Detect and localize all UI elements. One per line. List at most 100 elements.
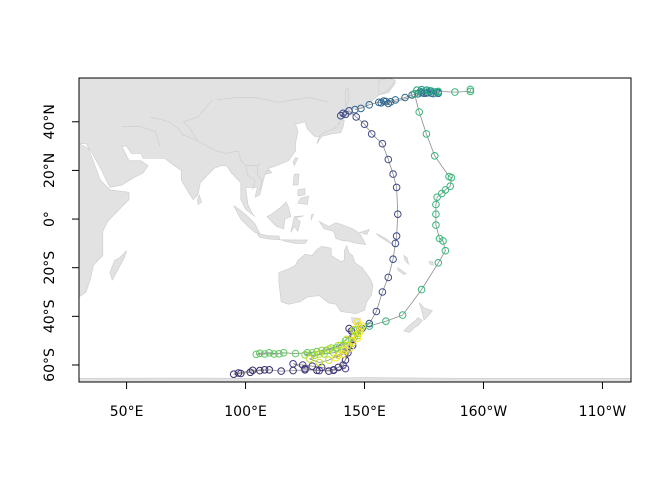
location-point xyxy=(378,139,387,148)
x-tick-label: 110°W xyxy=(579,404,627,420)
land-new-britain xyxy=(358,228,370,235)
location-point xyxy=(325,356,333,364)
location-point xyxy=(415,108,424,116)
land-madagascar xyxy=(109,250,127,281)
location-point xyxy=(260,366,269,374)
location-point xyxy=(275,350,283,358)
country-border xyxy=(183,99,213,142)
land-sakhalin xyxy=(345,86,350,108)
location-point xyxy=(417,285,426,294)
location-point xyxy=(378,288,387,296)
location-point xyxy=(391,96,400,104)
location-point xyxy=(340,346,349,355)
location-point xyxy=(265,366,274,374)
location-point xyxy=(357,104,365,113)
location-point xyxy=(260,350,269,358)
location-point xyxy=(325,367,333,375)
location-point xyxy=(391,239,400,248)
land-antarctica xyxy=(79,377,631,382)
location-point xyxy=(301,364,309,373)
location-point xyxy=(291,349,300,358)
location-point xyxy=(301,351,309,359)
land-masses xyxy=(79,78,631,382)
x-tick-label: 150°E xyxy=(343,404,386,420)
land-mindanao xyxy=(297,195,310,205)
location-point xyxy=(234,369,243,377)
y-axis: 60°S 40°S 20°S 0° 20°N 40°N xyxy=(42,104,79,382)
location-point xyxy=(426,87,434,96)
location-point xyxy=(351,105,359,114)
x-tick-label: 50°E xyxy=(110,404,144,420)
land-halmahera xyxy=(310,213,314,221)
x-axis: 50°E 100°E 150°E 160°W 110°W xyxy=(110,382,627,420)
land-asia xyxy=(79,78,396,217)
land-nz-south xyxy=(403,317,423,333)
location-point xyxy=(365,322,374,330)
land-sri-lanka xyxy=(197,194,202,206)
location-point xyxy=(441,186,450,194)
location-point xyxy=(279,349,288,357)
location-point xyxy=(466,87,475,96)
location-point xyxy=(392,232,401,240)
y-tick-label: 40°N xyxy=(42,104,58,139)
location-point xyxy=(353,332,362,340)
location-point xyxy=(466,85,475,94)
location-point xyxy=(401,93,409,102)
location-point xyxy=(315,350,324,358)
location-point xyxy=(360,120,369,128)
y-tick-label: 20°S xyxy=(42,251,58,285)
location-point xyxy=(252,350,261,359)
location-point xyxy=(413,86,421,94)
location-point xyxy=(377,99,386,107)
location-point xyxy=(265,349,274,357)
location-point xyxy=(382,317,390,326)
track-line-3 xyxy=(339,110,399,329)
country-border xyxy=(257,165,263,190)
location-point xyxy=(310,351,319,360)
location-point xyxy=(425,86,433,95)
y-tick-label: 0° xyxy=(42,211,58,227)
location-point xyxy=(434,87,443,96)
location-point xyxy=(229,370,238,379)
y-tick-label: 40°S xyxy=(42,299,58,333)
land-japan-honshu xyxy=(316,118,345,144)
land-sumatra xyxy=(233,205,261,235)
location-point xyxy=(389,170,397,178)
location-point xyxy=(435,234,444,243)
location-point xyxy=(384,273,393,282)
location-point xyxy=(365,319,374,328)
location-point xyxy=(430,152,439,160)
location-point xyxy=(270,350,278,358)
location-point xyxy=(386,98,395,106)
land-lesser-sunda xyxy=(281,239,309,244)
location-point xyxy=(325,345,333,354)
location-point xyxy=(277,367,286,375)
land-new-guinea xyxy=(318,220,367,246)
location-point xyxy=(353,318,362,327)
location-point xyxy=(379,97,388,105)
land-kamchatka xyxy=(378,78,396,96)
plot-frame xyxy=(78,77,632,383)
location-point xyxy=(432,210,440,218)
location-point xyxy=(334,351,343,360)
location-point xyxy=(348,341,357,350)
country-border xyxy=(181,133,239,154)
land-africa-horn xyxy=(79,143,130,298)
location-point xyxy=(432,221,440,229)
location-point xyxy=(348,336,357,345)
location-point xyxy=(256,349,264,358)
land-hainan xyxy=(265,169,273,175)
land-visayas xyxy=(297,188,306,197)
land-borneo xyxy=(266,201,292,230)
location-point xyxy=(367,130,376,138)
y-tick-label: 60°S xyxy=(42,348,58,382)
land-solomons xyxy=(376,233,394,245)
x-tick-label: 160°W xyxy=(460,404,508,420)
location-points xyxy=(229,85,475,379)
location-point xyxy=(341,110,350,119)
location-point xyxy=(336,111,345,120)
land-new-caledonia xyxy=(397,267,407,275)
location-point xyxy=(336,341,345,350)
location-point xyxy=(348,339,357,347)
